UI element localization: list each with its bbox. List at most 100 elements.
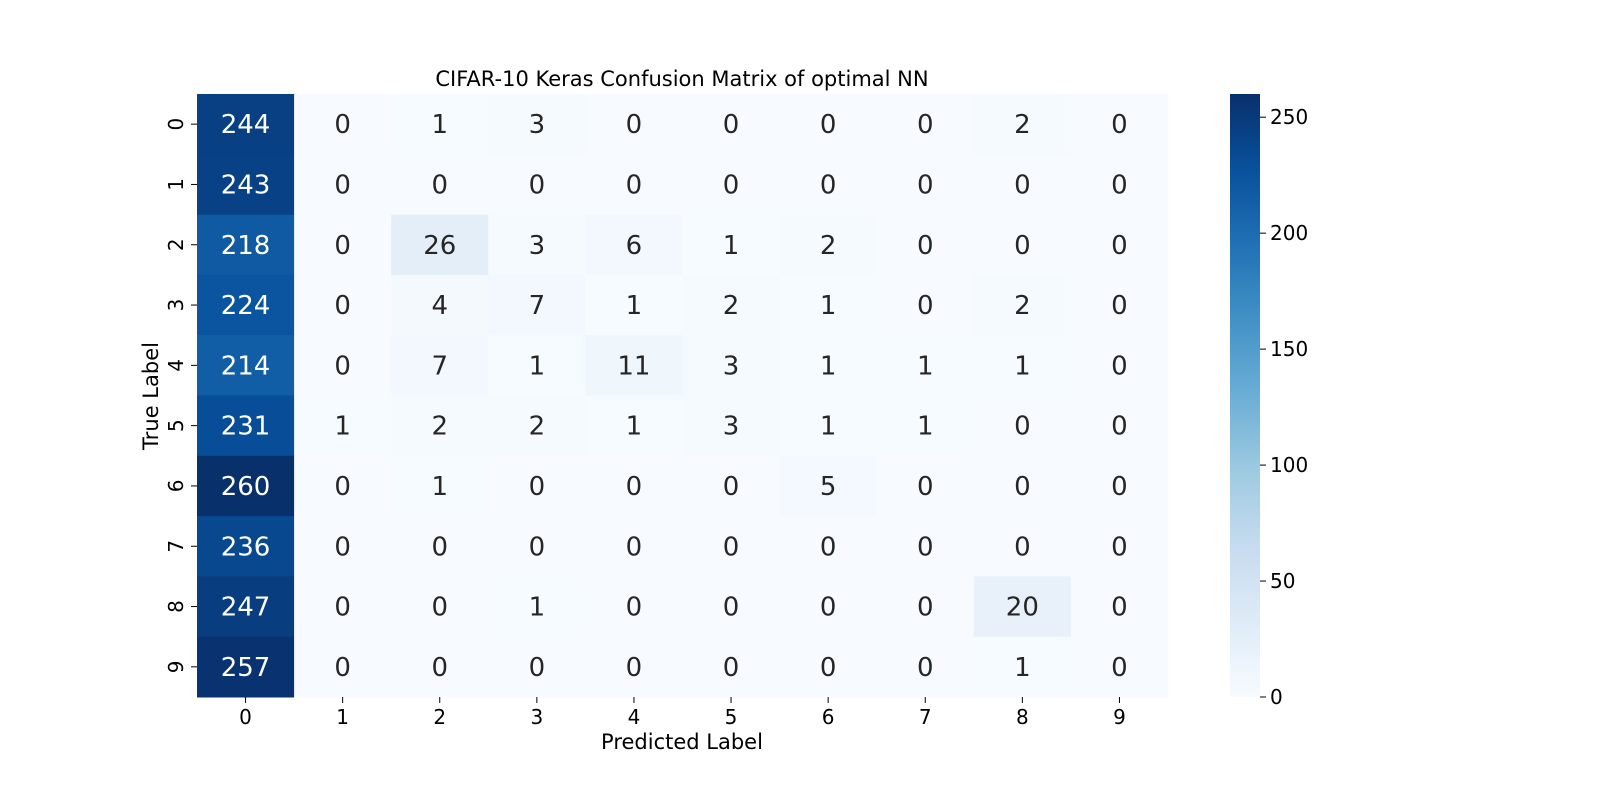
cell-value-r0-c2: 1 bbox=[431, 110, 448, 140]
y-tick-label-4: 4 bbox=[164, 359, 188, 372]
cell-value-r4-c2: 7 bbox=[431, 351, 448, 381]
cell-value-r8-c7: 0 bbox=[917, 593, 934, 623]
heatmap-cell-r3-c2 bbox=[391, 274, 489, 336]
heatmap-cell-r8-c8 bbox=[973, 576, 1072, 638]
cell-value-r3-c6: 1 bbox=[820, 291, 837, 321]
cell-value-r4-c6: 1 bbox=[820, 351, 837, 381]
heatmap-cell-r7-c7 bbox=[876, 516, 975, 577]
y-axis-label: True Label bbox=[139, 342, 163, 451]
y-tick-label-0: 0 bbox=[164, 118, 188, 131]
chart-title: CIFAR-10 Keras Confusion Matrix of optim… bbox=[435, 67, 928, 91]
x-tick-label-6: 6 bbox=[822, 705, 835, 729]
x-tick-label-5: 5 bbox=[725, 705, 738, 729]
heatmap-cell-r8-c3 bbox=[488, 576, 586, 638]
heatmap-cell-r0-c1 bbox=[294, 94, 392, 155]
heatmap-cell-r1-c6 bbox=[779, 154, 878, 216]
cell-value-r6-c9: 0 bbox=[1111, 472, 1128, 502]
heatmap-cell-r5-c4 bbox=[585, 395, 683, 457]
colorbar-tick-label-0: 0 bbox=[1270, 685, 1283, 709]
cell-value-r1-c0: 243 bbox=[221, 170, 271, 200]
cell-value-r3-c2: 4 bbox=[431, 291, 448, 321]
heatmap-cell-r6-c0 bbox=[197, 455, 295, 517]
heatmap-cell-r1-c1 bbox=[294, 154, 392, 216]
cell-value-r6-c5: 0 bbox=[723, 472, 740, 502]
cell-value-r7-c0: 236 bbox=[221, 532, 271, 562]
y-tick-label-6: 6 bbox=[164, 480, 188, 493]
heatmap-cell-r4-c1 bbox=[294, 335, 392, 396]
cell-value-r3-c9: 0 bbox=[1111, 291, 1128, 321]
heatmap-cell-r0-c8 bbox=[973, 94, 1072, 155]
cell-value-r0-c5: 0 bbox=[723, 110, 740, 140]
y-tick-label-9: 9 bbox=[164, 660, 188, 673]
cell-value-r3-c3: 7 bbox=[529, 291, 546, 321]
cell-value-r9-c2: 0 bbox=[431, 653, 448, 683]
cell-value-r8-c1: 0 bbox=[334, 593, 351, 623]
heatmap-cell-r4-c3 bbox=[488, 335, 586, 396]
cell-value-r7-c6: 0 bbox=[820, 532, 837, 562]
cell-value-r4-c5: 3 bbox=[723, 351, 740, 381]
colorbar-tick-label-5: 250 bbox=[1270, 105, 1308, 129]
heatmap-cell-r8-c9 bbox=[1070, 576, 1169, 638]
cell-value-r7-c3: 0 bbox=[529, 532, 546, 562]
heatmap-cell-r9-c6 bbox=[779, 636, 878, 698]
heatmap-cell-r4-c5 bbox=[682, 335, 781, 396]
heatmap-cell-r3-c9 bbox=[1070, 274, 1169, 336]
heatmap-cell-r7-c5 bbox=[682, 516, 781, 577]
heatmap-cell-r9-c0 bbox=[197, 636, 295, 698]
cell-value-r6-c1: 0 bbox=[334, 472, 351, 502]
x-tick-label-1: 1 bbox=[336, 705, 349, 729]
heatmap-cell-r0-c6 bbox=[779, 94, 878, 155]
heatmap-cell-r7-c3 bbox=[488, 516, 586, 577]
heatmap-cell-r5-c2 bbox=[391, 395, 489, 457]
heatmap-cell-r6-c4 bbox=[585, 455, 683, 517]
y-axis-ticks: 0 1 2 3 4 5 6 7 8 9 bbox=[164, 118, 197, 673]
cell-value-r2-c4: 6 bbox=[626, 231, 643, 261]
heatmap-cell-r8-c1 bbox=[294, 576, 392, 638]
cell-value-r1-c1: 0 bbox=[334, 170, 351, 200]
cell-value-r9-c3: 0 bbox=[529, 653, 546, 683]
cell-value-r2-c3: 3 bbox=[529, 231, 546, 261]
cell-value-r8-c9: 0 bbox=[1111, 593, 1128, 623]
heatmap-cell-r6-c2 bbox=[391, 455, 489, 517]
cell-value-r9-c1: 0 bbox=[334, 653, 351, 683]
x-axis-ticks: 0 1 2 3 4 5 6 7 8 9 bbox=[239, 697, 1126, 729]
x-tick-label-2: 2 bbox=[433, 705, 446, 729]
heatmap-cell-r4-c9 bbox=[1070, 335, 1169, 396]
x-tick-label-4: 4 bbox=[628, 705, 641, 729]
cell-value-r9-c7: 0 bbox=[917, 653, 934, 683]
heatmap-cell-r1-c0 bbox=[197, 154, 295, 216]
heatmap-cell-r4-c2 bbox=[391, 335, 489, 396]
colorbar-tick-label-3: 150 bbox=[1270, 337, 1308, 361]
cell-value-r5-c7: 1 bbox=[917, 412, 934, 442]
y-tick-label-8: 8 bbox=[164, 600, 188, 613]
x-tick-label-9: 9 bbox=[1113, 705, 1126, 729]
heatmap-cell-r5-c1 bbox=[294, 395, 392, 457]
heatmap-cell-r0-c4 bbox=[585, 94, 683, 155]
heatmap-cell-r7-c4 bbox=[585, 516, 683, 577]
cell-value-r4-c8: 1 bbox=[1014, 351, 1031, 381]
heatmap-cells bbox=[197, 94, 1169, 698]
cell-value-r4-c7: 1 bbox=[917, 351, 934, 381]
cell-value-r2-c7: 0 bbox=[917, 231, 934, 261]
colorbar-tick-label-1: 50 bbox=[1270, 569, 1295, 593]
cell-value-r4-c9: 0 bbox=[1111, 351, 1128, 381]
heatmap-cell-r3-c7 bbox=[876, 274, 975, 336]
colorbar-tick-label-2: 100 bbox=[1270, 453, 1308, 477]
heatmap-cell-r7-c1 bbox=[294, 516, 392, 577]
heatmap-cell-r8-c4 bbox=[585, 576, 683, 638]
cell-value-r2-c9: 0 bbox=[1111, 231, 1128, 261]
cell-value-r2-c6: 2 bbox=[820, 231, 837, 261]
heatmap-cell-r8-c7 bbox=[876, 576, 975, 638]
heatmap-cell-r3-c3 bbox=[488, 274, 586, 336]
heatmap-cell-r5-c6 bbox=[779, 395, 878, 457]
cell-value-r8-c5: 0 bbox=[723, 593, 740, 623]
heatmap-cell-r5-c7 bbox=[876, 395, 975, 457]
heatmap-cell-r2-c4 bbox=[585, 214, 683, 276]
heatmap-cell-r8-c5 bbox=[682, 576, 781, 638]
heatmap-cell-r2-c1 bbox=[294, 214, 392, 276]
cell-value-r1-c7: 0 bbox=[917, 170, 934, 200]
y-tick-label-3: 3 bbox=[164, 299, 188, 312]
cell-value-r1-c5: 0 bbox=[723, 170, 740, 200]
heatmap-cell-r7-c8 bbox=[973, 516, 1072, 577]
